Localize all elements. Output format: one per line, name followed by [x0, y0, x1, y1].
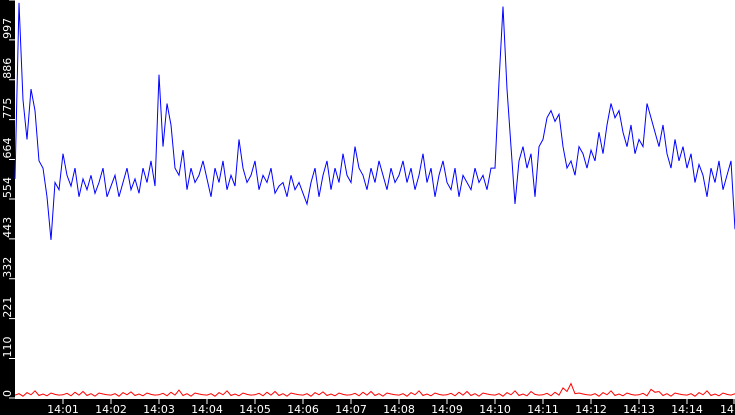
x-tick-label: 14:09: [431, 403, 463, 415]
y-tick-label: 332: [1, 257, 14, 278]
x-tick-label: 14:13: [623, 403, 655, 415]
y-tick-label: 0: [1, 390, 14, 397]
y-tick-label: 221: [1, 297, 14, 318]
y-tick-label: 1108: [1, 0, 14, 1]
y-tick-label: 110: [1, 336, 14, 357]
x-axis: 14:01 14:02 14:03 14:04 14:05 14:06 14:07 14:08…: [47, 399, 735, 415]
x-tick-label: 14:11: [527, 403, 559, 415]
x-tick-label: 14:04: [191, 403, 223, 415]
y-tick-label: 775: [1, 98, 14, 119]
x-tick-label: 14:05: [239, 403, 271, 415]
y-tick-label: 997: [1, 18, 14, 39]
x-tick-label: 14:10: [479, 403, 511, 415]
y-tick-label: 554: [1, 177, 14, 198]
x-tick-label: 14:03: [143, 403, 175, 415]
series-line-blue: [14, 2, 735, 240]
plot-area: [15, 0, 735, 399]
y-tick-label: 443: [1, 217, 14, 238]
x-tick-label: 14:07: [335, 403, 367, 415]
x-tick-label: 14:01: [47, 403, 79, 415]
series-group: [14, 2, 735, 397]
x-tick-label: 14:02: [95, 403, 127, 415]
x-tick-label: 14:06: [287, 403, 319, 415]
x-tick-label: 14:12: [575, 403, 607, 415]
y-tick-label: 886: [1, 58, 14, 79]
y-tick-label: 664: [1, 137, 14, 158]
x-tick-label: 14:08: [383, 403, 415, 415]
series-line-red: [14, 382, 735, 397]
y-axis: 0 110 221 332 443 554 664 775 886 997 1108: [1, 0, 15, 399]
x-tick-label: 14:14: [671, 403, 703, 415]
x-tick-label: 14: [720, 403, 734, 415]
